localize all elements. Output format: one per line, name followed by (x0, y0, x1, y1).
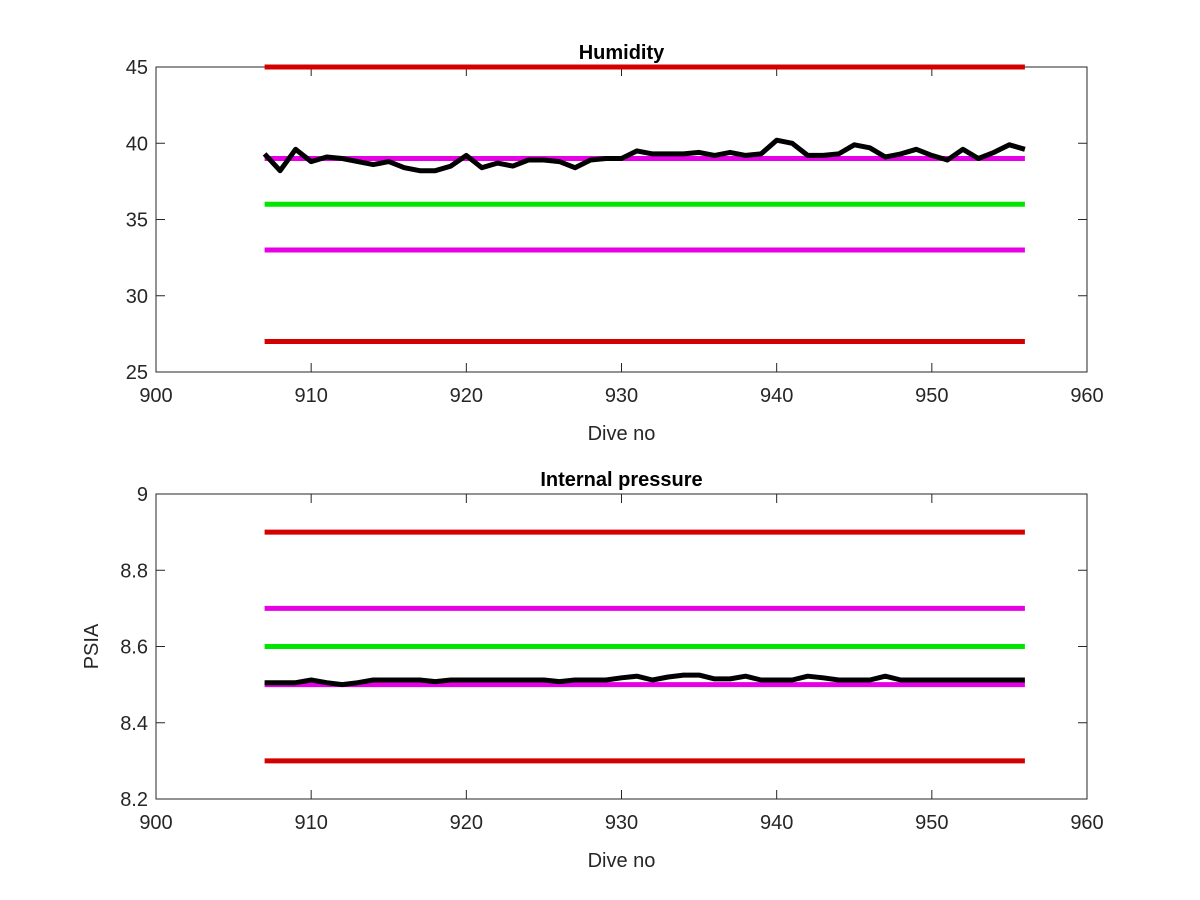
y-tick-label: 40 (126, 133, 148, 155)
x-axis-label: Dive no (588, 850, 656, 872)
x-tick-label: 960 (1070, 385, 1103, 407)
x-axis-label: Dive no (588, 423, 656, 445)
y-tick-label: 25 (126, 362, 148, 384)
y-tick-label: 30 (126, 286, 148, 308)
series-line-measured (262, 137, 1026, 174)
y-tick-label: 8.2 (120, 789, 148, 811)
subplot-2: 900 910 920 930 940 950 960 8.2 8.4 8.6 8.8 9 Intern… (81, 469, 1104, 872)
x-tick-label: 900 (139, 812, 172, 834)
y-tick-label: 45 (126, 57, 148, 79)
x-tick-label: 950 (915, 385, 948, 407)
y-tick-label: 8.6 (120, 637, 148, 659)
x-tick-label: 940 (760, 812, 793, 834)
x-tick-label: 930 (605, 385, 638, 407)
axes-box (155, 66, 1088, 373)
x-tick-label: 920 (450, 812, 483, 834)
y-axis-label: PSIA (81, 623, 103, 669)
chart-title: Humidity (579, 42, 665, 64)
x-tick-label: 910 (294, 385, 327, 407)
y-tick-label: 8.8 (120, 560, 148, 582)
x-tick-label: 900 (139, 385, 172, 407)
y-tick-label: 35 (126, 210, 148, 232)
series-line-measured (264, 672, 1025, 688)
x-tick-label: 950 (915, 812, 948, 834)
x-tick-label: 920 (450, 385, 483, 407)
x-tick-label: 960 (1070, 812, 1103, 834)
y-tick-label: 8.4 (120, 713, 148, 735)
subplot-1: 900 910 920 930 940 950 960 25 30 35 40 45 Humidity D… (126, 42, 1104, 445)
chart-title: Internal pressure (540, 469, 702, 491)
x-tick-label: 930 (605, 812, 638, 834)
y-tick-label: 9 (137, 484, 148, 506)
x-tick-label: 940 (760, 385, 793, 407)
x-tick-label: 910 (294, 812, 327, 834)
